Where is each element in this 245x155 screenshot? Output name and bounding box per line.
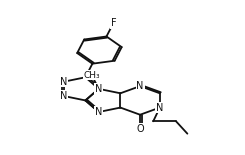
- Text: CH₃: CH₃: [83, 71, 100, 80]
- Text: N: N: [60, 77, 67, 87]
- Text: N: N: [95, 84, 102, 94]
- Text: N: N: [156, 103, 163, 113]
- Text: O: O: [136, 124, 144, 134]
- Text: F: F: [111, 18, 116, 28]
- Text: N: N: [60, 91, 67, 101]
- Text: N: N: [136, 81, 144, 91]
- Text: N: N: [95, 107, 102, 117]
